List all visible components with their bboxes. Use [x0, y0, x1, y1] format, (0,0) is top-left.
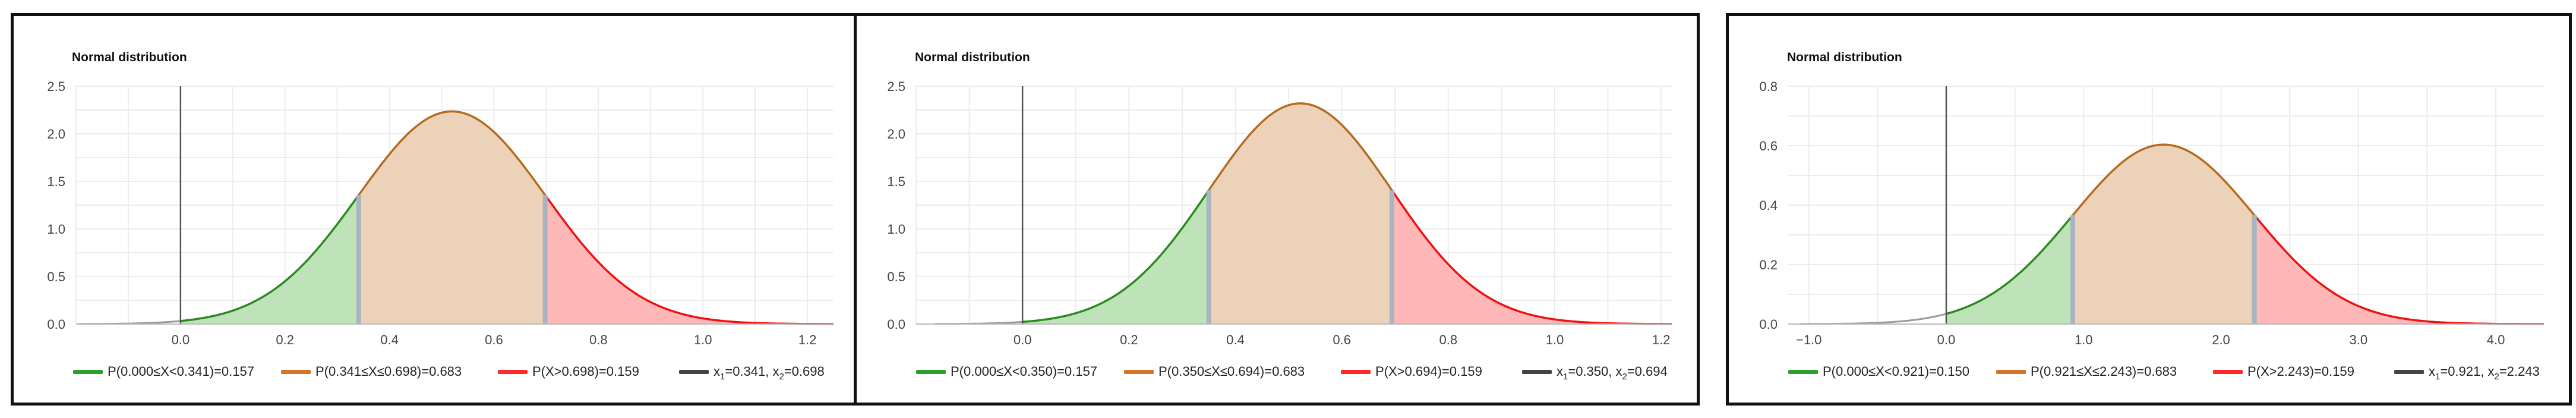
area-middle	[2072, 144, 2255, 324]
x-tick-label: 0.6	[1333, 332, 1351, 347]
y-tick-label: 1.0	[887, 222, 905, 237]
x-tick-label: 1.0	[1546, 332, 1564, 347]
y-tick-label: 0.6	[1759, 139, 1778, 153]
area-left	[180, 195, 359, 324]
y-tick-label: 0.8	[1759, 79, 1778, 94]
y-tick-label: 1.0	[47, 222, 65, 237]
legend-label: P(0.000≤X<0.341)=0.157	[108, 364, 254, 379]
x-tick-label: 0.0	[172, 332, 190, 347]
x-tick-label: 0.4	[380, 332, 399, 347]
x-tick-label: 1.2	[1652, 332, 1671, 347]
legend-label: P(X>2.243)=0.159	[2247, 364, 2354, 379]
chart-panel-2: Normal distribution 0.0 0.2 0.4 0.6 0.8 1.0 1.…	[854, 13, 1700, 406]
legend-label: P(X>0.694)=0.159	[1375, 364, 1482, 379]
curve-middle	[1208, 102, 1393, 191]
curve-left	[1946, 214, 2074, 315]
legend-swatch	[1341, 370, 1371, 374]
legend-swatch	[679, 370, 709, 374]
x-tick-label: 0.8	[589, 332, 608, 347]
y-tick-label: 0.0	[47, 317, 65, 332]
x-tick-label: 0.4	[1226, 332, 1245, 347]
legend-label: P(0.921≤X≤2.243)=0.683	[2031, 364, 2177, 379]
legend-label: P(0.341≤X≤0.698)=0.683	[315, 364, 462, 379]
y-tick-label: 0.5	[47, 269, 65, 284]
y-tick-label: 2.5	[47, 79, 65, 94]
legend-label: x1=0.350, x2=0.694	[1557, 364, 1668, 382]
x-tick-label: 0.6	[485, 332, 503, 347]
area-right	[1391, 190, 1672, 324]
legend-swatch	[1788, 370, 1818, 374]
legend-label: x1=0.921, x2=2.243	[2429, 364, 2540, 382]
curve-left	[1022, 189, 1210, 323]
chart-title: Normal distribution	[72, 51, 187, 64]
x-tick-label: 0.8	[1439, 332, 1457, 347]
curve-middle	[358, 110, 547, 196]
x-tick-label: 0.2	[1120, 332, 1138, 347]
area-left	[1946, 215, 2073, 324]
chart-panel-1: Normal distribution 0.0 0.2 0.4 0.6 0.8 1.0 1.…	[11, 13, 857, 406]
area-left	[1022, 190, 1209, 324]
chart-title: Normal distribution	[1787, 51, 1902, 64]
legend-label: P(X>0.698)=0.159	[532, 364, 639, 379]
x-tick-label: 1.0	[2075, 332, 2093, 347]
legend-label: x1=0.341, x2=0.698	[714, 364, 825, 382]
x-tick-label: 1.2	[798, 332, 817, 347]
curve-tail	[1800, 313, 1947, 325]
legend-swatch	[1996, 370, 2026, 374]
legend-label: P(0.350≤X≤0.694)=0.683	[1158, 364, 1305, 379]
legend-swatch	[2394, 370, 2424, 374]
legend-swatch	[916, 370, 946, 374]
y-tick-label: 0.0	[1759, 317, 1778, 332]
normal-distribution-chart-3: Normal distribution −1.0 0.0 1.0 2.0 3.0 4.0 0…	[1759, 51, 2545, 382]
legend-swatch	[2213, 370, 2243, 374]
area-right	[545, 195, 834, 324]
y-tick-label: 2.5	[887, 79, 905, 94]
chart-title: Normal distribution	[915, 51, 1030, 64]
legend-swatch	[73, 370, 103, 374]
curve-left	[180, 194, 360, 322]
legend-swatch	[281, 370, 311, 374]
area-middle	[1208, 103, 1392, 324]
y-tick-label: 0.0	[887, 317, 905, 332]
area-right	[2254, 215, 2544, 324]
legend-swatch	[498, 370, 528, 374]
y-tick-label: 1.5	[887, 174, 905, 189]
legend-swatch	[1124, 370, 1154, 374]
x-tick-label: 0.0	[1937, 332, 1956, 347]
legend-label: P(0.000≤X<0.921)=0.150	[1823, 364, 1969, 379]
x-tick-label: −1.0	[1796, 332, 1821, 347]
x-tick-label: 0.0	[1014, 332, 1032, 347]
y-tick-label: 0.2	[1759, 257, 1778, 272]
y-tick-label: 0.4	[1759, 198, 1778, 213]
legend-label: P(0.000≤X<0.350)=0.157	[951, 364, 1097, 379]
y-tick-label: 2.0	[887, 127, 905, 142]
normal-distribution-chart-1: Normal distribution 0.0 0.2 0.4 0.6 0.8 1.0 1.…	[47, 51, 834, 382]
normal-distribution-chart-2: Normal distribution 0.0 0.2 0.4 0.6 0.8 1.0 1.…	[887, 51, 1672, 382]
x-tick-label: 2.0	[2212, 332, 2230, 347]
y-tick-label: 1.5	[47, 174, 65, 189]
y-tick-label: 0.5	[887, 269, 905, 284]
y-tick-label: 2.0	[47, 127, 65, 142]
x-tick-label: 3.0	[2349, 332, 2367, 347]
x-tick-label: 0.2	[276, 332, 294, 347]
x-tick-label: 4.0	[2487, 332, 2505, 347]
x-tick-label: 1.0	[694, 332, 712, 347]
chart-panel-3: Normal distribution −1.0 0.0 1.0 2.0 3.0 4.0 0…	[1726, 13, 2572, 406]
area-middle	[358, 111, 545, 324]
legend-swatch	[1522, 370, 1552, 374]
curve-middle	[2072, 143, 2256, 216]
